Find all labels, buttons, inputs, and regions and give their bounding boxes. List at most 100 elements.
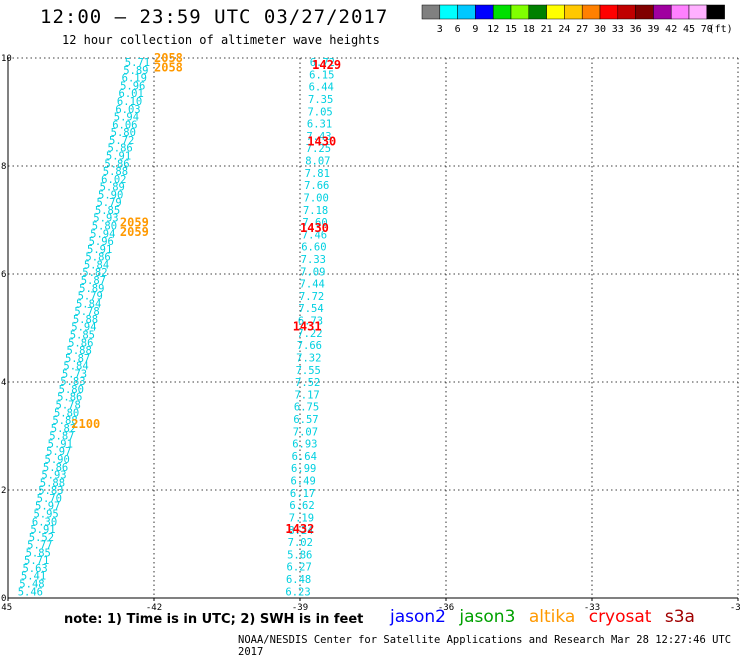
wave-height-label: 7.46: [302, 229, 327, 241]
legend-item-altika: altika: [528, 607, 576, 627]
x-tick-label: -42: [146, 603, 162, 613]
time-label: 2100: [71, 417, 100, 431]
wave-height-label: 6.15: [309, 69, 334, 81]
color-scale-label: 27: [576, 24, 588, 35]
wave-height-label: 5.94: [114, 112, 139, 124]
y-tick-label: 6: [1, 270, 6, 280]
wave-height-label: 5.89: [123, 65, 148, 77]
wave-height-label: 6.60: [301, 242, 326, 254]
wave-height-label: 6.02: [101, 174, 126, 186]
wave-height-label: 5.96: [89, 236, 114, 248]
color-scale-label: (ft): [709, 24, 733, 35]
wave-height-label: 6.27: [287, 562, 312, 574]
color-scale-label: 12: [487, 24, 499, 35]
wave-height-label: 5.85: [70, 329, 95, 341]
wave-height-label: 8.24: [288, 525, 313, 537]
x-tick-label: -36: [438, 603, 454, 613]
chart-subtitle: 12 hour collection of altimeter wave hei…: [62, 33, 380, 47]
time-label: 2058: [154, 51, 183, 65]
wave-height-label: 5.41: [21, 571, 46, 583]
wave-height-label: 5.86: [107, 143, 132, 155]
wave-height-label: 6.93: [292, 439, 317, 451]
wave-height-label: 6.57: [293, 414, 318, 426]
wave-height-label: 5.95: [33, 508, 58, 520]
wave-height-label: 5.93: [41, 470, 66, 482]
time-label: 2059: [120, 225, 149, 239]
wave-height-label: 5.89: [100, 182, 125, 194]
wave-height-label: 7.60: [302, 217, 327, 229]
wave-height-label: 5.83: [38, 485, 63, 497]
satellite-legend: jason2 jason3 altika cryosat s3a: [390, 607, 703, 627]
wave-height-label: 5.63: [22, 563, 47, 575]
wave-height-label: 5.88: [103, 166, 128, 178]
wave-height-label: 5.97: [46, 446, 71, 458]
wave-height-label: 5.84: [63, 361, 88, 373]
wave-height-label: 7.66: [304, 180, 329, 192]
time-label: 1431: [293, 319, 322, 333]
wave-height-label: 5.83: [60, 376, 85, 388]
wave-height-label: 6.72: [310, 57, 335, 69]
wave-height-label: 6.44: [309, 82, 334, 94]
wave-height-label: 5.91: [48, 438, 73, 450]
color-scale-label: 15: [505, 24, 517, 35]
x-tick-label: -30: [730, 603, 740, 613]
wave-height-label: 7.33: [301, 254, 326, 266]
wave-height-label: 5.94: [71, 322, 96, 334]
wave-height-label: 6.48: [286, 574, 311, 586]
color-scale-label: 36: [630, 24, 642, 35]
wave-height-label: 6.99: [291, 463, 316, 475]
wave-height-label: 5.86: [85, 252, 110, 264]
wave-height-label: 6.30: [32, 516, 57, 528]
wave-height-label: 6.19: [122, 73, 147, 85]
color-scale-label: 39: [647, 24, 659, 35]
wave-height-label: 5.97: [35, 501, 60, 513]
color-scale-label: 33: [612, 24, 624, 35]
wave-height-label: 7.22: [297, 328, 322, 340]
wave-height-label: 5.87: [49, 431, 74, 443]
wave-height-label: 5.85: [26, 547, 51, 559]
wave-height-label: 7.09: [300, 266, 325, 278]
wave-height-label: 5.91: [30, 524, 55, 536]
wave-height-label: 7.81: [305, 168, 330, 180]
wave-height-label: 5.88: [73, 314, 98, 326]
wave-height-label: 5.77: [27, 540, 52, 552]
wave-height-label: 5.87: [65, 353, 90, 365]
wave-height-label: 5.84: [84, 259, 109, 271]
wave-height-label: 6.31: [307, 119, 332, 131]
wave-height-label: 8.07: [305, 156, 330, 168]
wave-height-label: 5.79: [96, 197, 121, 209]
time-label: 1430: [300, 221, 329, 235]
wave-height-label: 5.88: [40, 477, 65, 489]
wave-height-label: 5.80: [92, 221, 117, 233]
color-scale-label: 45: [683, 24, 695, 35]
wave-height-label: 5.70: [37, 493, 62, 505]
x-tick-label: -33: [584, 603, 600, 613]
wave-height-label: 5.85: [95, 205, 120, 217]
wave-height-label: 5.46: [18, 586, 43, 598]
wave-height-label: 7.72: [299, 291, 324, 303]
wave-height-label: 5.82: [51, 423, 76, 435]
wave-height-label: 7.52: [295, 377, 320, 389]
wave-height-label: 5.90: [98, 189, 123, 201]
wave-height-label: 7.54: [298, 303, 323, 315]
wave-height-label: 5.73: [62, 368, 87, 380]
wave-height-label: 6.03: [115, 104, 140, 116]
wave-height-label: 7.07: [293, 426, 318, 438]
wave-height-label: 6.49: [290, 476, 315, 488]
color-scale-label: 30: [594, 24, 606, 35]
wave-height-label: 5.91: [87, 244, 112, 256]
wave-height-label: 6.06: [112, 119, 137, 131]
wave-height-label: 6.23: [285, 586, 310, 598]
wave-height-label: 7.05: [307, 106, 332, 118]
time-label: 1429: [312, 58, 341, 72]
wave-height-label: 7.19: [289, 512, 314, 524]
wave-height-label: 6.73: [298, 316, 323, 328]
wave-height-label: 5.86: [57, 392, 82, 404]
color-scale-bar: 3 6 9 12 15 18 21 24 27 30 33 36 39 42 45 70(ft): [421, 4, 733, 35]
wave-height-label: 5.80: [54, 407, 79, 419]
color-scale-label: 24: [558, 24, 570, 35]
wave-height-label: 5.89: [79, 283, 104, 295]
wave-height-label: 5.78: [74, 306, 99, 318]
wave-height-label: 7.18: [303, 205, 328, 217]
wave-height-label: 5.48: [19, 579, 44, 591]
